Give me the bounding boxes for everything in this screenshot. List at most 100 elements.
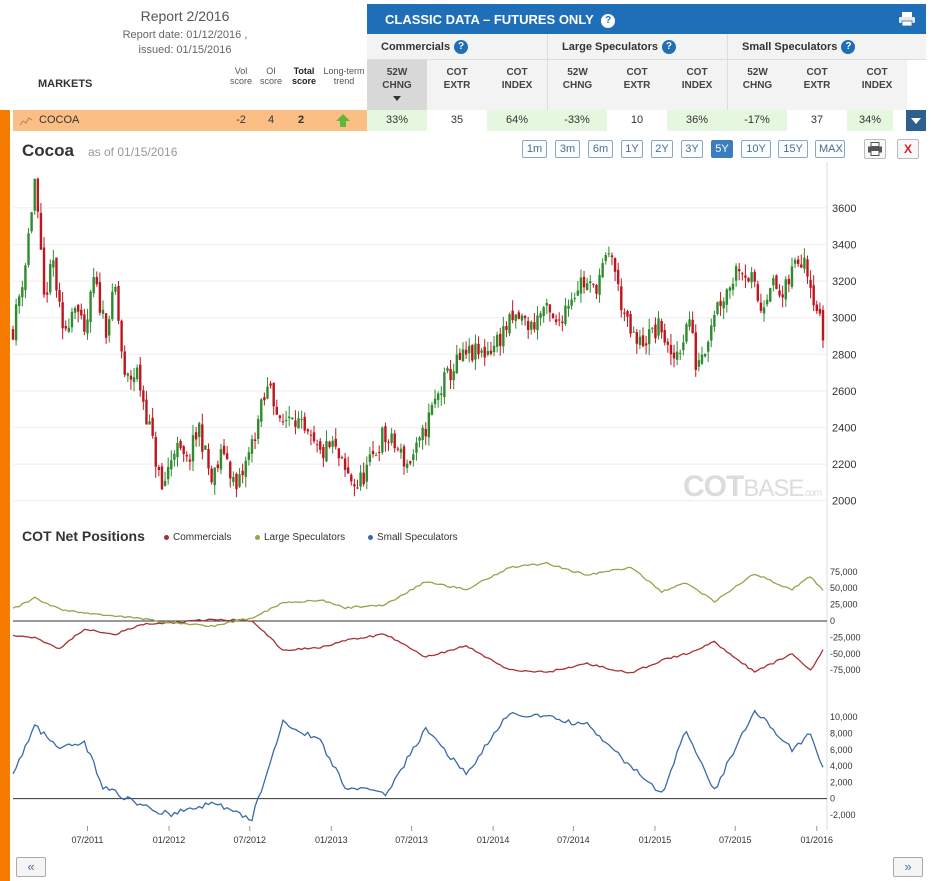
col-header-5[interactable]: COT INDEX xyxy=(667,60,727,110)
candle-body-50 xyxy=(166,466,170,480)
range-button-15y[interactable]: 15Y xyxy=(778,140,808,158)
candle-body-13 xyxy=(52,260,55,268)
candle-body-116 xyxy=(371,450,375,455)
close-chart-button[interactable]: X xyxy=(897,139,919,159)
cot-tick-label: 50,000 xyxy=(830,583,858,593)
candle-body-198 xyxy=(626,311,629,317)
help-icon[interactable]: ? xyxy=(601,13,616,28)
candle-body-99 xyxy=(319,441,322,450)
candle-body-159 xyxy=(505,325,508,331)
candle-body-155 xyxy=(492,345,496,353)
candle-body-126 xyxy=(402,446,406,467)
total-score: 2 xyxy=(297,114,305,126)
x-tick-label: 07/2013 xyxy=(395,835,428,845)
col-header-2[interactable]: COT INDEX xyxy=(487,60,547,110)
candle-body-111 xyxy=(356,487,359,489)
range-button-10y[interactable]: 10Y xyxy=(741,140,771,158)
candle-body-212 xyxy=(669,344,673,355)
col-header-4[interactable]: COT EXTR xyxy=(607,60,667,110)
candle-body-239 xyxy=(753,271,756,282)
oi-score-header[interactable]: OI score xyxy=(259,66,282,86)
candle-body-62 xyxy=(204,445,207,450)
nav-prev-button[interactable]: « xyxy=(16,857,46,877)
candle-body-196 xyxy=(620,286,623,311)
col-header-0[interactable]: 52W CHNG xyxy=(367,60,427,110)
legend-commercials[interactable]: Commercials xyxy=(164,532,231,543)
candle-body-110 xyxy=(353,484,356,487)
range-button-6m[interactable]: 6m xyxy=(588,140,613,158)
candle-body-165 xyxy=(523,316,527,319)
legend-small-specs[interactable]: Small Speculators xyxy=(368,532,458,543)
print-icon[interactable] xyxy=(898,11,916,27)
range-button-max[interactable]: MAX xyxy=(815,140,845,158)
candle-body-219 xyxy=(691,319,694,334)
candle-body-136 xyxy=(433,398,437,405)
small-tick-label: 4,000 xyxy=(830,761,853,771)
candle-body-59 xyxy=(194,432,198,440)
col-header-7[interactable]: COT EXTR xyxy=(787,60,847,110)
candle-body-180 xyxy=(570,299,573,306)
candle-body-87 xyxy=(281,421,285,423)
print-chart-button[interactable] xyxy=(864,139,886,159)
market-row-cocoa[interactable]: COCOA -2 4 2 xyxy=(13,110,368,131)
candle-body-227 xyxy=(716,302,719,315)
col-header-3[interactable]: 52W CHNG xyxy=(547,60,607,110)
range-button-1y[interactable]: 1Y xyxy=(621,140,643,158)
row-expand-button[interactable] xyxy=(906,110,926,131)
candle-body-229 xyxy=(722,301,725,309)
vol-score-header[interactable]: Vol score xyxy=(229,66,252,86)
candle-body-217 xyxy=(685,324,688,342)
candle-body-112 xyxy=(359,472,362,487)
watermark: COTBASE.com xyxy=(683,470,822,503)
price-tick-label: 3600 xyxy=(832,203,856,215)
candle-body-41 xyxy=(139,364,142,391)
candle-body-69 xyxy=(225,453,229,459)
help-icon[interactable]: ? xyxy=(661,40,676,54)
candle-body-144 xyxy=(458,352,462,360)
range-button-5y[interactable]: 5Y xyxy=(711,140,733,158)
candle-body-55 xyxy=(182,446,185,455)
candle-body-174 xyxy=(551,313,555,319)
candle-body-5 xyxy=(27,233,30,266)
candle-body-246 xyxy=(775,275,778,289)
candle-body-58 xyxy=(191,435,195,462)
help-icon[interactable]: ? xyxy=(454,40,469,54)
candle-body-153 xyxy=(486,351,490,355)
oi-score: 4 xyxy=(267,114,275,126)
candle-body-84 xyxy=(272,382,275,407)
trend-header[interactable]: Long-term trend xyxy=(323,66,365,86)
candle-body-122 xyxy=(390,433,393,443)
candle-body-54 xyxy=(179,440,182,449)
group-large-specs: Large Speculators? xyxy=(547,34,727,60)
nav-next-button[interactable]: » xyxy=(893,857,923,877)
range-button-2y[interactable]: 2Y xyxy=(651,140,673,158)
row-cell-2: 64% xyxy=(487,110,547,131)
range-button-3y[interactable]: 3Y xyxy=(681,140,703,158)
range-button-1m[interactable]: 1m xyxy=(522,140,547,158)
candle-body-28 xyxy=(98,282,102,313)
candle-body-194 xyxy=(613,257,617,272)
candle-body-176 xyxy=(558,319,561,321)
candle-body-119 xyxy=(381,427,384,453)
col-header-8[interactable]: COT INDEX xyxy=(847,60,907,110)
col-header-1[interactable]: COT EXTR xyxy=(427,60,487,110)
candle-body-26 xyxy=(92,276,95,294)
candle-body-70 xyxy=(229,461,232,479)
candle-body-32 xyxy=(111,291,114,320)
candle-body-256 xyxy=(806,259,809,277)
classic-data-label: CLASSIC DATA – FUTURES ONLY xyxy=(385,12,594,27)
total-score-header[interactable]: Total score xyxy=(291,66,317,86)
candle-body-102 xyxy=(328,441,331,448)
help-icon[interactable]: ? xyxy=(841,40,856,54)
candle-body-222 xyxy=(700,354,704,364)
market-name[interactable]: COCOA xyxy=(39,114,80,126)
candle-body-158 xyxy=(502,326,505,347)
candle-body-14 xyxy=(55,257,58,291)
range-button-3m[interactable]: 3m xyxy=(555,140,580,158)
candle-body-168 xyxy=(533,322,536,330)
candle-body-71 xyxy=(232,476,235,483)
col-header-6[interactable]: 52W CHNG xyxy=(727,60,787,110)
x-tick-label: 01/2015 xyxy=(639,835,672,845)
candle-body-148 xyxy=(471,345,474,361)
legend-large-specs[interactable]: Large Speculators xyxy=(255,532,345,543)
